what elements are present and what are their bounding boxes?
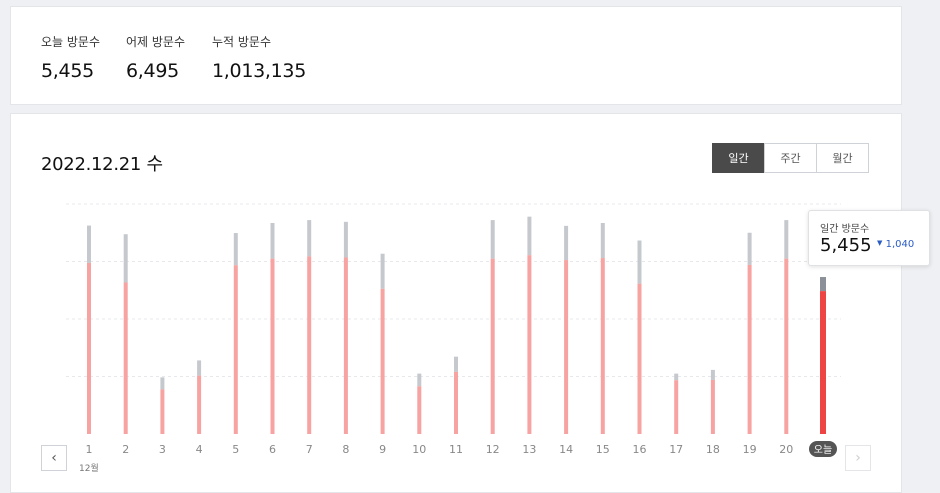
bar[interactable] — [490, 258, 495, 434]
bar[interactable] — [784, 258, 789, 434]
x-tick-label: 15 — [596, 443, 610, 456]
bar-cap[interactable] — [490, 220, 495, 259]
x-tick-label: 18 — [706, 443, 720, 456]
total-visits-value: 1,013,135 — [212, 60, 306, 82]
bar-today[interactable] — [820, 291, 826, 434]
bar-cap[interactable] — [270, 222, 275, 259]
bar[interactable] — [307, 256, 312, 434]
today-visits-value: 5,455 — [41, 60, 94, 82]
daily-visits-card: 2022.12.21 수 일간 주간 월간 1 2 3 4 5 6 7 8 9 10 11 12 13 1… — [10, 113, 930, 493]
bar-cap[interactable] — [343, 221, 348, 258]
bar-cap[interactable] — [784, 220, 789, 259]
chevron-left-icon[interactable]: ‹ — [41, 445, 67, 471]
bar-cap[interactable] — [380, 253, 385, 289]
bar[interactable] — [454, 371, 458, 434]
visits-tooltip: 일간 방문수 5,455 ▼ 1,040 — [808, 210, 930, 266]
bar[interactable] — [343, 257, 348, 434]
tooltip-value: 5,455 — [820, 235, 872, 256]
x-tick-label: 6 — [269, 443, 276, 456]
total-visits: 누적 방문수 1,013,135 — [212, 33, 306, 82]
bar-cap[interactable] — [564, 225, 569, 261]
bar-cap[interactable] — [160, 377, 165, 390]
tooltip-delta-value: 1,040 — [885, 239, 915, 250]
x-tick-label: 9 — [379, 443, 386, 456]
x-tick-label: 20 — [779, 443, 793, 456]
x-tick-label: 5 — [232, 443, 239, 456]
today-visits-label: 오늘 방문수 — [41, 35, 101, 49]
bar[interactable] — [197, 375, 202, 434]
bar-cap[interactable] — [233, 233, 238, 266]
x-tick-label: 17 — [669, 443, 683, 456]
today-visits: 오늘 방문수 5,455 — [41, 33, 100, 82]
bar[interactable] — [160, 389, 165, 434]
bar[interactable] — [674, 380, 679, 434]
bar[interactable] — [123, 282, 128, 434]
x-tick-label: 2 — [122, 443, 129, 456]
bar-cap[interactable] — [747, 232, 752, 265]
period-tabs: 일간 주간 월간 — [712, 143, 869, 173]
bar-cap[interactable] — [197, 360, 202, 376]
x-tick-label: 7 — [306, 443, 313, 456]
visits-bar-chart: 1 2 3 4 5 6 7 8 9 10 11 12 13 14 15 16 17 18 19 20 오늘 — [66, 203, 841, 457]
x-tick-label: 10 — [412, 443, 426, 456]
x-tick-label: 1 — [86, 443, 93, 456]
bar[interactable] — [564, 260, 569, 434]
yesterday-visits: 어제 방문수 6,495 — [126, 33, 185, 82]
bar[interactable] — [417, 386, 422, 434]
bar-cap[interactable] — [710, 369, 715, 380]
x-tick-label: 4 — [196, 443, 203, 456]
bar-cap[interactable] — [820, 277, 826, 292]
x-tick-label: 8 — [342, 443, 349, 456]
bar[interactable] — [270, 258, 275, 434]
bar[interactable] — [600, 258, 605, 434]
x-tick-label: 11 — [449, 443, 463, 456]
bar[interactable] — [380, 288, 385, 434]
bar-cap[interactable] — [87, 225, 91, 263]
down-arrow-icon: ▼ — [877, 239, 883, 247]
bar[interactable] — [527, 255, 532, 434]
tab-monthly[interactable]: 월간 — [816, 143, 869, 173]
chevron-right-icon[interactable]: › — [845, 445, 871, 471]
x-tick-label: 19 — [743, 443, 757, 456]
yesterday-visits-label: 어제 방문수 — [126, 35, 186, 49]
bar[interactable] — [87, 262, 91, 434]
bar[interactable] — [747, 264, 752, 434]
date-title: 2022.12.21 수 — [41, 154, 163, 175]
x-tick-label: 12 — [486, 443, 500, 456]
bar-cap[interactable] — [600, 222, 605, 259]
x-tick-label: 16 — [633, 443, 647, 456]
x-tick-label: 14 — [559, 443, 573, 456]
bar-cap[interactable] — [637, 240, 642, 284]
bar[interactable] — [233, 265, 238, 434]
bar-cap[interactable] — [674, 373, 679, 381]
bar[interactable] — [710, 379, 715, 434]
bar-cap[interactable] — [123, 234, 128, 283]
x-tick-label: 오늘 — [814, 444, 832, 456]
bar-cap[interactable] — [417, 373, 422, 387]
month-label: 12월 — [79, 464, 99, 474]
tooltip-label: 일간 방문수 — [820, 224, 870, 235]
x-tick-label: 3 — [159, 443, 166, 456]
bar-cap[interactable] — [527, 216, 532, 256]
today-tick-pill — [809, 441, 837, 457]
bar[interactable] — [637, 283, 642, 434]
bar-cap[interactable] — [307, 220, 312, 257]
visitor-summary-card: 오늘 방문수 5,455 어제 방문수 6,495 누적 방문수 1,013,1… — [10, 6, 902, 105]
x-tick-label: 13 — [522, 443, 536, 456]
yesterday-visits-value: 6,495 — [126, 60, 179, 82]
total-visits-label: 누적 방문수 — [212, 35, 272, 49]
bar-cap[interactable] — [454, 356, 458, 372]
tooltip-delta: ▼ 1,040 — [877, 239, 914, 250]
